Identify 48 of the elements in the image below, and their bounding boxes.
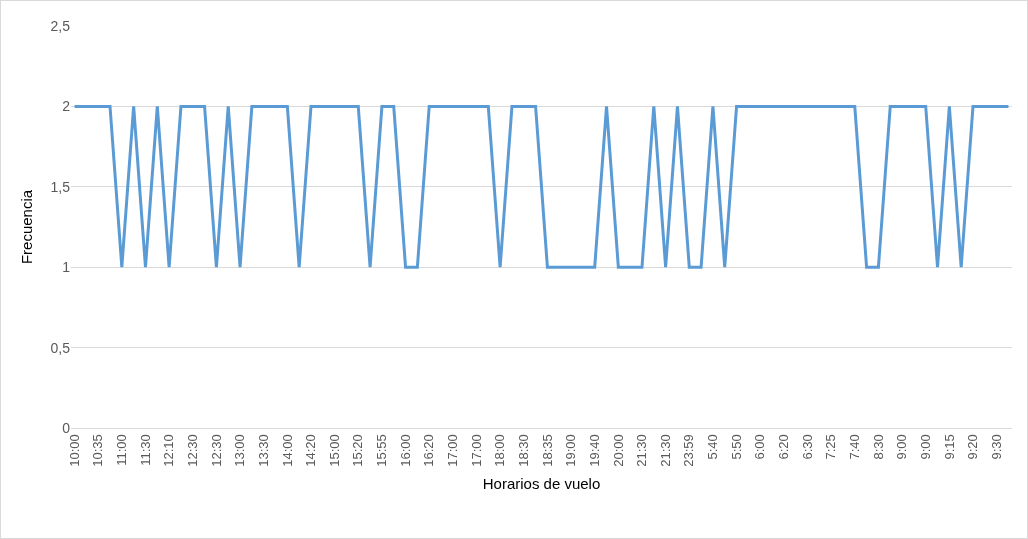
x-tick-label: 20:00 <box>610 434 626 467</box>
x-tick-label: 9:00 <box>917 434 933 460</box>
y-tick-label: 1,5 <box>50 178 71 195</box>
y-tick-label: 2,5 <box>50 17 71 34</box>
x-tick-label: 12:10 <box>161 434 177 467</box>
x-tick-label: 17:00 <box>468 434 484 467</box>
x-tick-label: 7:25 <box>823 434 839 460</box>
y-tick-label: 2 <box>62 98 71 115</box>
x-tick-label: 16:00 <box>397 434 413 467</box>
x-tick-label: 13:00 <box>232 434 248 467</box>
x-tick-label: 9:30 <box>988 434 1004 460</box>
x-tick-label: 15:20 <box>350 434 366 467</box>
x-tick-label: 21:30 <box>657 434 673 467</box>
x-tick-label: 5:50 <box>728 434 744 460</box>
y-tick-label: 1 <box>62 259 71 276</box>
x-tick-label: 9:15 <box>941 434 957 460</box>
x-tick-label: 14:20 <box>303 434 319 467</box>
x-tick-label: 15:00 <box>326 434 342 467</box>
x-tick-label: 15:55 <box>374 434 390 467</box>
x-tick-label: 11:30 <box>137 434 153 466</box>
y-tick-label: 0 <box>62 419 71 436</box>
y-axis-title: Frecuencia <box>17 189 35 265</box>
x-tick-label: 7:40 <box>846 434 862 460</box>
x-tick-label: 16:20 <box>421 434 437 467</box>
x-tick-label: 18:30 <box>515 434 531 467</box>
x-tick-label: 10:35 <box>90 434 106 467</box>
x-tick-label: 21:30 <box>634 434 650 467</box>
x-tick-label: 6:20 <box>776 434 792 460</box>
x-tick-label: 8:30 <box>870 434 886 460</box>
x-tick-label: 19:40 <box>586 434 602 467</box>
x-tick-label: 14:00 <box>279 434 295 467</box>
x-tick-label: 10:00 <box>66 434 82 467</box>
x-tick-label: 18:35 <box>539 434 555 467</box>
x-axis-title: Horarios de vuelo <box>482 474 601 492</box>
x-tick-label: 9:00 <box>894 434 910 460</box>
x-tick-label: 19:00 <box>563 434 579 467</box>
x-tick-label: 23:59 <box>681 434 697 467</box>
x-tick-label: 9:20 <box>965 434 981 460</box>
x-tick-label: 13:30 <box>255 434 271 467</box>
x-tick-label: 6:30 <box>799 434 815 460</box>
x-tick-label: 11:00 <box>114 434 130 466</box>
x-tick-label: 18:00 <box>492 434 508 467</box>
x-tick-label: 5:40 <box>705 434 721 460</box>
y-tick-label: 0,5 <box>50 339 71 356</box>
x-tick-label: 12:30 <box>184 434 200 467</box>
x-tick-label: 6:00 <box>752 434 768 460</box>
x-tick-label: 12:30 <box>208 434 224 467</box>
x-tick-label: 17:00 <box>445 434 461 467</box>
